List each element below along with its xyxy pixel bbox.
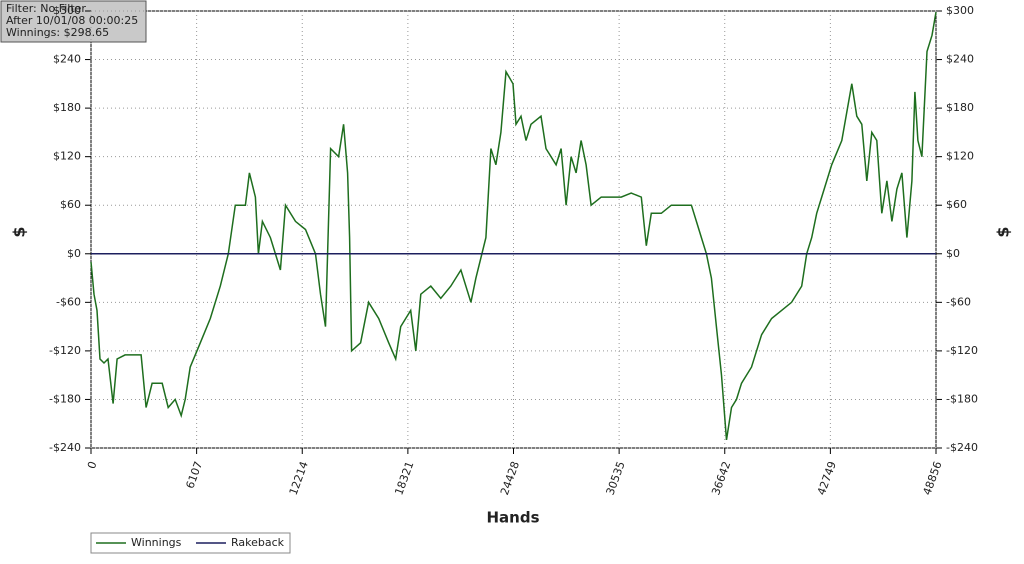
y2-axis-label: $: [994, 226, 1013, 237]
legend-label: Rakeback: [231, 536, 285, 549]
y2-tick-label: $240: [946, 53, 974, 66]
y-tick-label: $60: [60, 198, 81, 211]
y-tick-label: -$60: [56, 295, 81, 308]
filter-box-bg: [0, 0, 147, 43]
legend: [90, 532, 291, 554]
plot-area: [90, 10, 937, 449]
y2-tick-label: $120: [946, 150, 974, 163]
annotation: Winnings: $298.65: [6, 26, 109, 39]
y2-tick-label: -$240: [946, 441, 978, 454]
y-tick-label: $240: [53, 53, 81, 66]
y-tick-label: $0: [67, 247, 81, 260]
annotation: After 10/01/08 00:00:25: [6, 14, 138, 27]
y-tick-label: -$180: [49, 392, 81, 405]
y-tick-label: $300: [53, 4, 81, 17]
legend-label: Winnings: [131, 536, 182, 549]
y2-tick-label: $300: [946, 4, 974, 17]
y-axis-label: $: [10, 226, 29, 237]
y-tick-label: $120: [53, 150, 81, 163]
y2-tick-label: $180: [946, 101, 974, 114]
y2-tick-label: -$120: [946, 344, 978, 357]
x-axis-label: Hands: [486, 509, 539, 527]
y2-tick-label: -$180: [946, 392, 978, 405]
series-line: [90, 11, 937, 441]
y-tick-label: -$120: [49, 344, 81, 357]
y-tick-label: $180: [53, 101, 81, 114]
annotation: Filter: No Filter: [6, 2, 86, 15]
y2-tick-label: $60: [946, 198, 967, 211]
filter-box: Filter: No Filter After 10/01/08 00:00:2…: [0, 0, 147, 43]
y2-tick-label: $0: [946, 247, 960, 260]
x-tick-label: 0: [85, 460, 100, 471]
y-tick-label: -$240: [49, 441, 81, 454]
y2-tick-label: -$60: [946, 295, 971, 308]
